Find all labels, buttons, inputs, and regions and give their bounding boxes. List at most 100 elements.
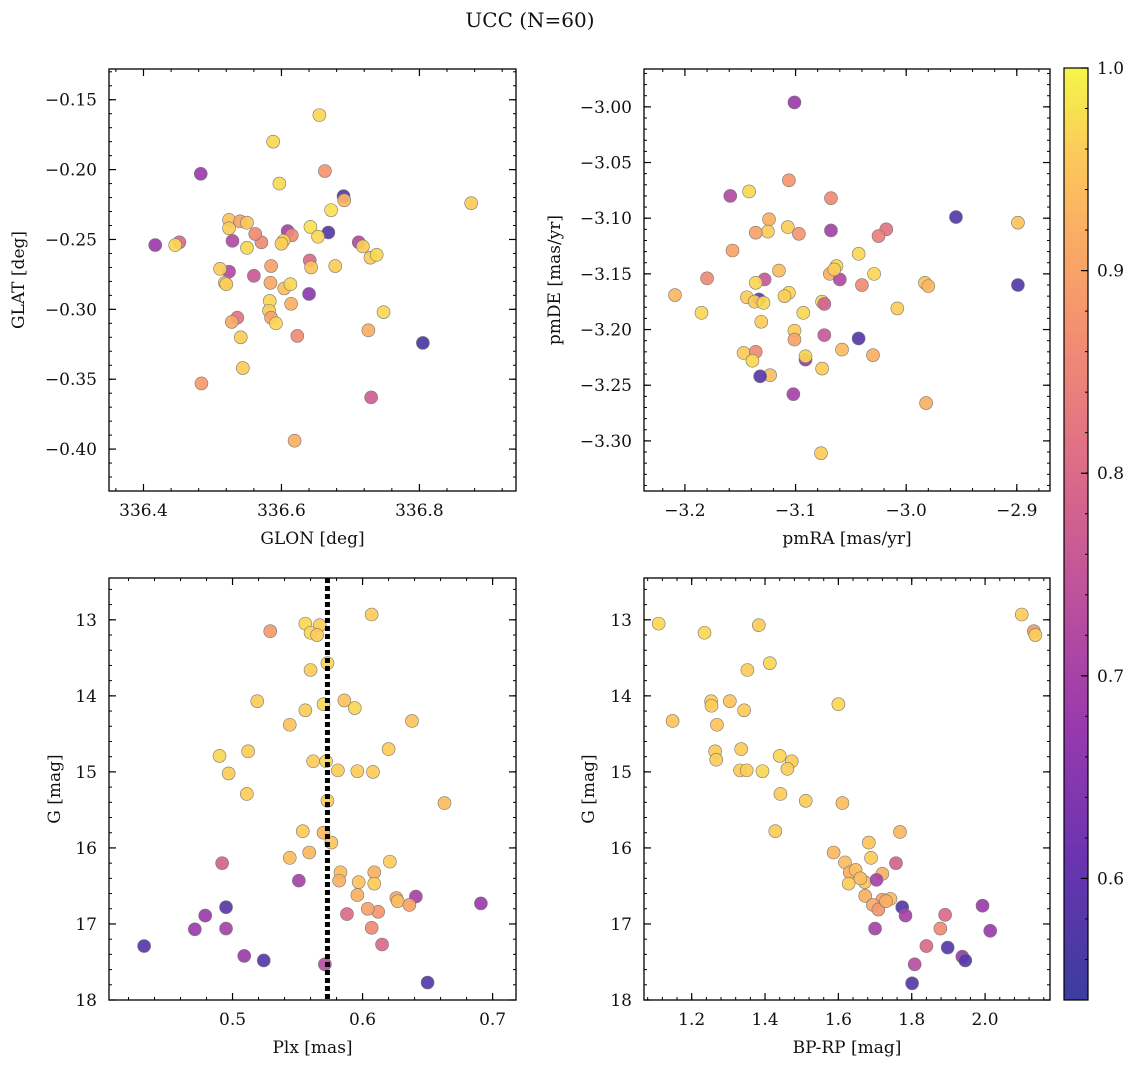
scatter-point [734,742,748,756]
scatter-point [350,888,365,902]
scatter-point [762,656,777,670]
colorbar-tick-label: 0.7 [1097,667,1124,687]
y-tick-label: 16 [610,839,632,859]
x-tick-label: −2.9 [996,501,1037,521]
scatter-point [240,787,254,801]
scatter-point [723,694,737,708]
scatter-point [290,329,305,343]
x-axis-label: BP-RP [mag] [793,1038,902,1058]
x-tick-label: 336.4 [119,501,168,521]
panel-pmra-pmde: −3.2 −3.1 −3.0 −2.9 −3.00 −3.05 −3.10 −3.15 −3.2… [545,68,1051,549]
y-tick-label: −3.05 [580,154,632,174]
x-tick-label: 2.0 [972,1010,999,1030]
y-axis-label: pmDE [mas/yr] [545,215,565,345]
scatter-point [867,267,881,281]
scatter-point [303,663,318,677]
scatter-point [306,754,320,769]
x-tick-label: 336.6 [257,501,306,521]
x-tick-label: −3.1 [775,501,816,521]
scatter-point [188,922,202,937]
scatter-point [250,694,265,708]
scatter-point [332,873,346,888]
y-tick-label: 17 [75,915,97,935]
scatter-point [219,921,233,936]
scatter-point [219,277,234,291]
scatter-point [311,229,325,244]
scatter-point [751,618,766,632]
scatter-point [337,693,352,708]
scatter-point [748,225,763,240]
scatter-point [739,763,754,778]
scatter-point [742,184,756,199]
scatter-point [340,907,354,921]
scatter-point [464,196,478,210]
y-tick-label: 18 [75,991,97,1011]
scatter-point [360,901,375,916]
scatter-point [824,223,838,238]
scatter-point [284,296,298,311]
scatter-point [350,764,365,778]
scatter-point [921,279,936,293]
scatter-point [898,908,913,923]
scatter-point [221,766,236,781]
scatter-point [905,976,919,991]
scatter-point [748,275,763,290]
scatter-point [351,875,366,889]
scatter-point [1014,607,1029,622]
scatter-point [381,742,396,756]
scatter-point [694,306,709,320]
plot-frame [108,68,517,492]
y-tick-label: 14 [610,687,632,707]
x-tick-label: 0.7 [479,1010,506,1030]
x-tick-label: 0.5 [219,1010,246,1030]
scatter-point [347,701,362,715]
scatter-point [304,260,318,275]
y-tick-label: −3.30 [580,432,632,452]
scatter-point [274,236,289,251]
scatter-point [862,835,876,850]
x-tick-label: −3.0 [886,501,927,521]
scatter-point [194,376,209,391]
scatter-point [215,856,229,870]
scatter-point [841,876,856,891]
scatter-point [772,263,786,278]
scatter-point [168,238,183,252]
scatter-point [369,248,384,262]
scatter-point [383,854,397,869]
scatter-point [263,624,278,639]
scatter-point [958,953,973,968]
figure-title: UCC (N=60) [465,8,594,32]
x-tick-label: −3.2 [664,501,705,521]
scatter-point [437,796,452,810]
colorbar-gradient [1063,67,1089,1001]
scatter-point [855,278,869,292]
colorbar-tick-label: 0.9 [1097,262,1124,282]
x-tick-label: 0.6 [349,1010,376,1030]
plot-frame [108,577,517,1001]
scatter-point [241,744,255,759]
scatter-point [356,239,370,254]
colorbar-tick-label: 0.8 [1097,464,1124,484]
scatter-point [318,164,332,178]
y-tick-label: 13 [610,611,632,631]
scatter-point [853,871,868,886]
scatter-point [709,752,724,767]
scatter-point [248,227,263,241]
scatter-point [869,873,884,887]
scatter-point [879,894,893,908]
scatter-point [938,908,952,922]
scatter-point [893,825,907,839]
scatter-point [364,920,379,935]
y-tick-label: 14 [75,687,97,707]
scatter-point [762,212,776,227]
y-tick-label: 15 [610,763,632,783]
scatter-point [772,749,787,763]
scatter-point [933,921,948,936]
scatter-point [831,697,846,712]
scatter-point [364,390,378,405]
scatter-point [919,939,934,953]
scatter-point [219,900,233,915]
scatter-point [375,937,389,952]
panel-plx-g: 0.5 0.6 0.7 13 14 15 16 17 18 Plx [mas] G [mag] [45,577,517,1058]
colorbar: 0.6 0.7 0.8 0.9 1.0 [1063,59,1124,1001]
